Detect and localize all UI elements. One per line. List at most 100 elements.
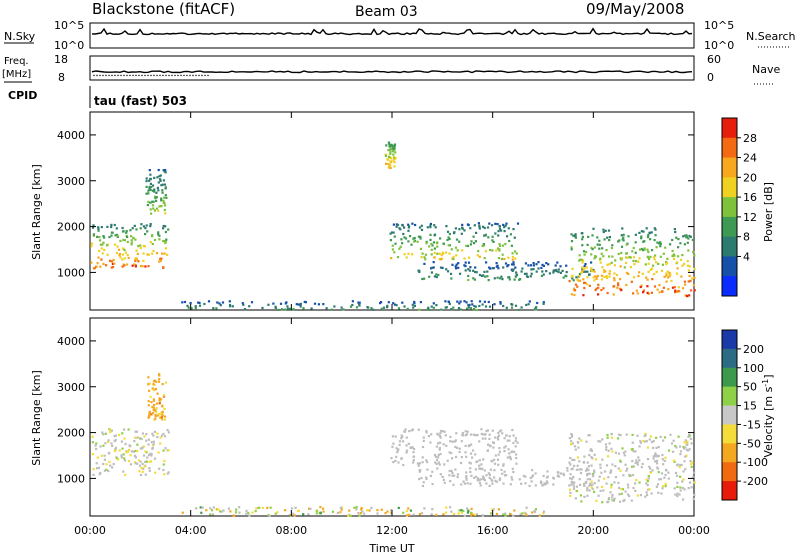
scatter-cell (135, 249, 138, 252)
scatter-cell (106, 225, 109, 228)
scatter-cell (134, 430, 137, 433)
scatter-cell (186, 304, 189, 307)
scatter-cell (144, 460, 147, 463)
scatter-cell (157, 189, 160, 192)
scatter-cell (269, 506, 272, 509)
scatter-cell (545, 262, 548, 265)
scatter-cell (430, 271, 433, 274)
scatter-cell (158, 374, 161, 377)
scatter-cell (357, 512, 360, 515)
scatter-cell (442, 513, 445, 516)
scatter-cell (535, 270, 538, 273)
scatter-cell (407, 229, 410, 232)
scatter-cell (628, 473, 631, 477)
scatter-cell (611, 463, 614, 466)
scatter-cell (388, 145, 391, 148)
scatter-cell (597, 440, 600, 443)
scatter-cell (469, 266, 472, 269)
scatter-cell (639, 441, 642, 444)
scatter-cell (212, 307, 215, 310)
scatter-cell (114, 439, 117, 442)
scatter-cell (391, 147, 395, 150)
scatter-cell (454, 455, 458, 459)
scatter-cell (593, 453, 596, 456)
scatter-cell (455, 267, 458, 270)
scatter-cell (164, 241, 167, 245)
scatter-cell (157, 233, 160, 236)
scatter-cell (152, 207, 155, 210)
scatter-cell (195, 507, 198, 510)
scatter-cell (424, 253, 427, 256)
scatter-cell (472, 269, 475, 272)
scatter-cell (512, 268, 515, 271)
scatter-cell (144, 450, 147, 453)
scatter-cell (611, 494, 614, 497)
y-tick-label: 3000 (57, 381, 85, 394)
scatter-cell (435, 242, 439, 245)
scatter-cell (121, 265, 124, 268)
scatter-cell (134, 449, 137, 453)
scatter-cell (127, 460, 131, 463)
scatter-cell (514, 275, 517, 278)
scatter-cell (664, 246, 667, 249)
scatter-cell (496, 247, 500, 250)
scatter-cell (384, 512, 387, 515)
scatter-cell (679, 463, 682, 467)
scatter-cell (518, 278, 521, 281)
scatter-cell (389, 150, 392, 153)
scatter-cell (647, 488, 650, 491)
scatter-cell (456, 475, 459, 479)
scatter-cell (325, 307, 328, 310)
colorbar-tick-label: 24 (743, 152, 757, 165)
scatter-cell (407, 223, 410, 226)
scatter-cell (646, 480, 649, 483)
scatter-cell (152, 383, 155, 386)
scatter-cell (430, 253, 433, 256)
scatter-cell (102, 262, 105, 265)
scatter-cell (445, 511, 448, 514)
scatter-cell (388, 166, 391, 169)
scatter-cell (293, 514, 296, 517)
scatter-cell (495, 262, 498, 265)
scatter-cell (420, 228, 424, 231)
scatter-cell (674, 291, 677, 294)
scatter-cell (568, 280, 571, 283)
scatter-cell (656, 288, 659, 291)
scatter-cell (681, 254, 684, 257)
scatter-cell (439, 473, 442, 476)
scatter-cell (632, 259, 635, 263)
scatter-cell (147, 192, 150, 195)
scatter-cell (508, 452, 511, 455)
scatter-cell (456, 473, 459, 476)
scatter-cell (648, 465, 651, 468)
scatter-cell (494, 222, 497, 225)
scatter-cell (676, 261, 679, 264)
scatter-cell (646, 458, 650, 461)
scatter-cell (100, 258, 103, 261)
scatter-cell (322, 510, 325, 513)
scatter-cell (150, 453, 153, 456)
scatter-cell (467, 445, 470, 448)
scatter-cell (465, 455, 468, 458)
scatter-cell (677, 286, 680, 289)
scatter-cell (418, 462, 421, 465)
scatter-cell (643, 247, 646, 250)
nave-dot (177, 74, 179, 77)
scatter-cell (655, 246, 658, 249)
scatter-cell (471, 456, 474, 459)
scatter-cell (676, 463, 679, 466)
scatter-cell (402, 232, 405, 236)
scatter-cell (534, 307, 537, 310)
scatter-cell (598, 247, 601, 250)
freq-line (91, 70, 693, 74)
scatter-cell (625, 243, 628, 246)
power-colorbar-label: Power [dB] (762, 182, 775, 242)
scatter-cell (631, 474, 635, 477)
scatter-cell (241, 302, 244, 305)
nave-dot (171, 74, 173, 77)
scatter-cell (562, 276, 565, 279)
scatter-cell (421, 461, 424, 464)
scatter-cell (111, 444, 114, 447)
scatter-cell (111, 262, 114, 265)
scatter-cell (663, 459, 666, 462)
